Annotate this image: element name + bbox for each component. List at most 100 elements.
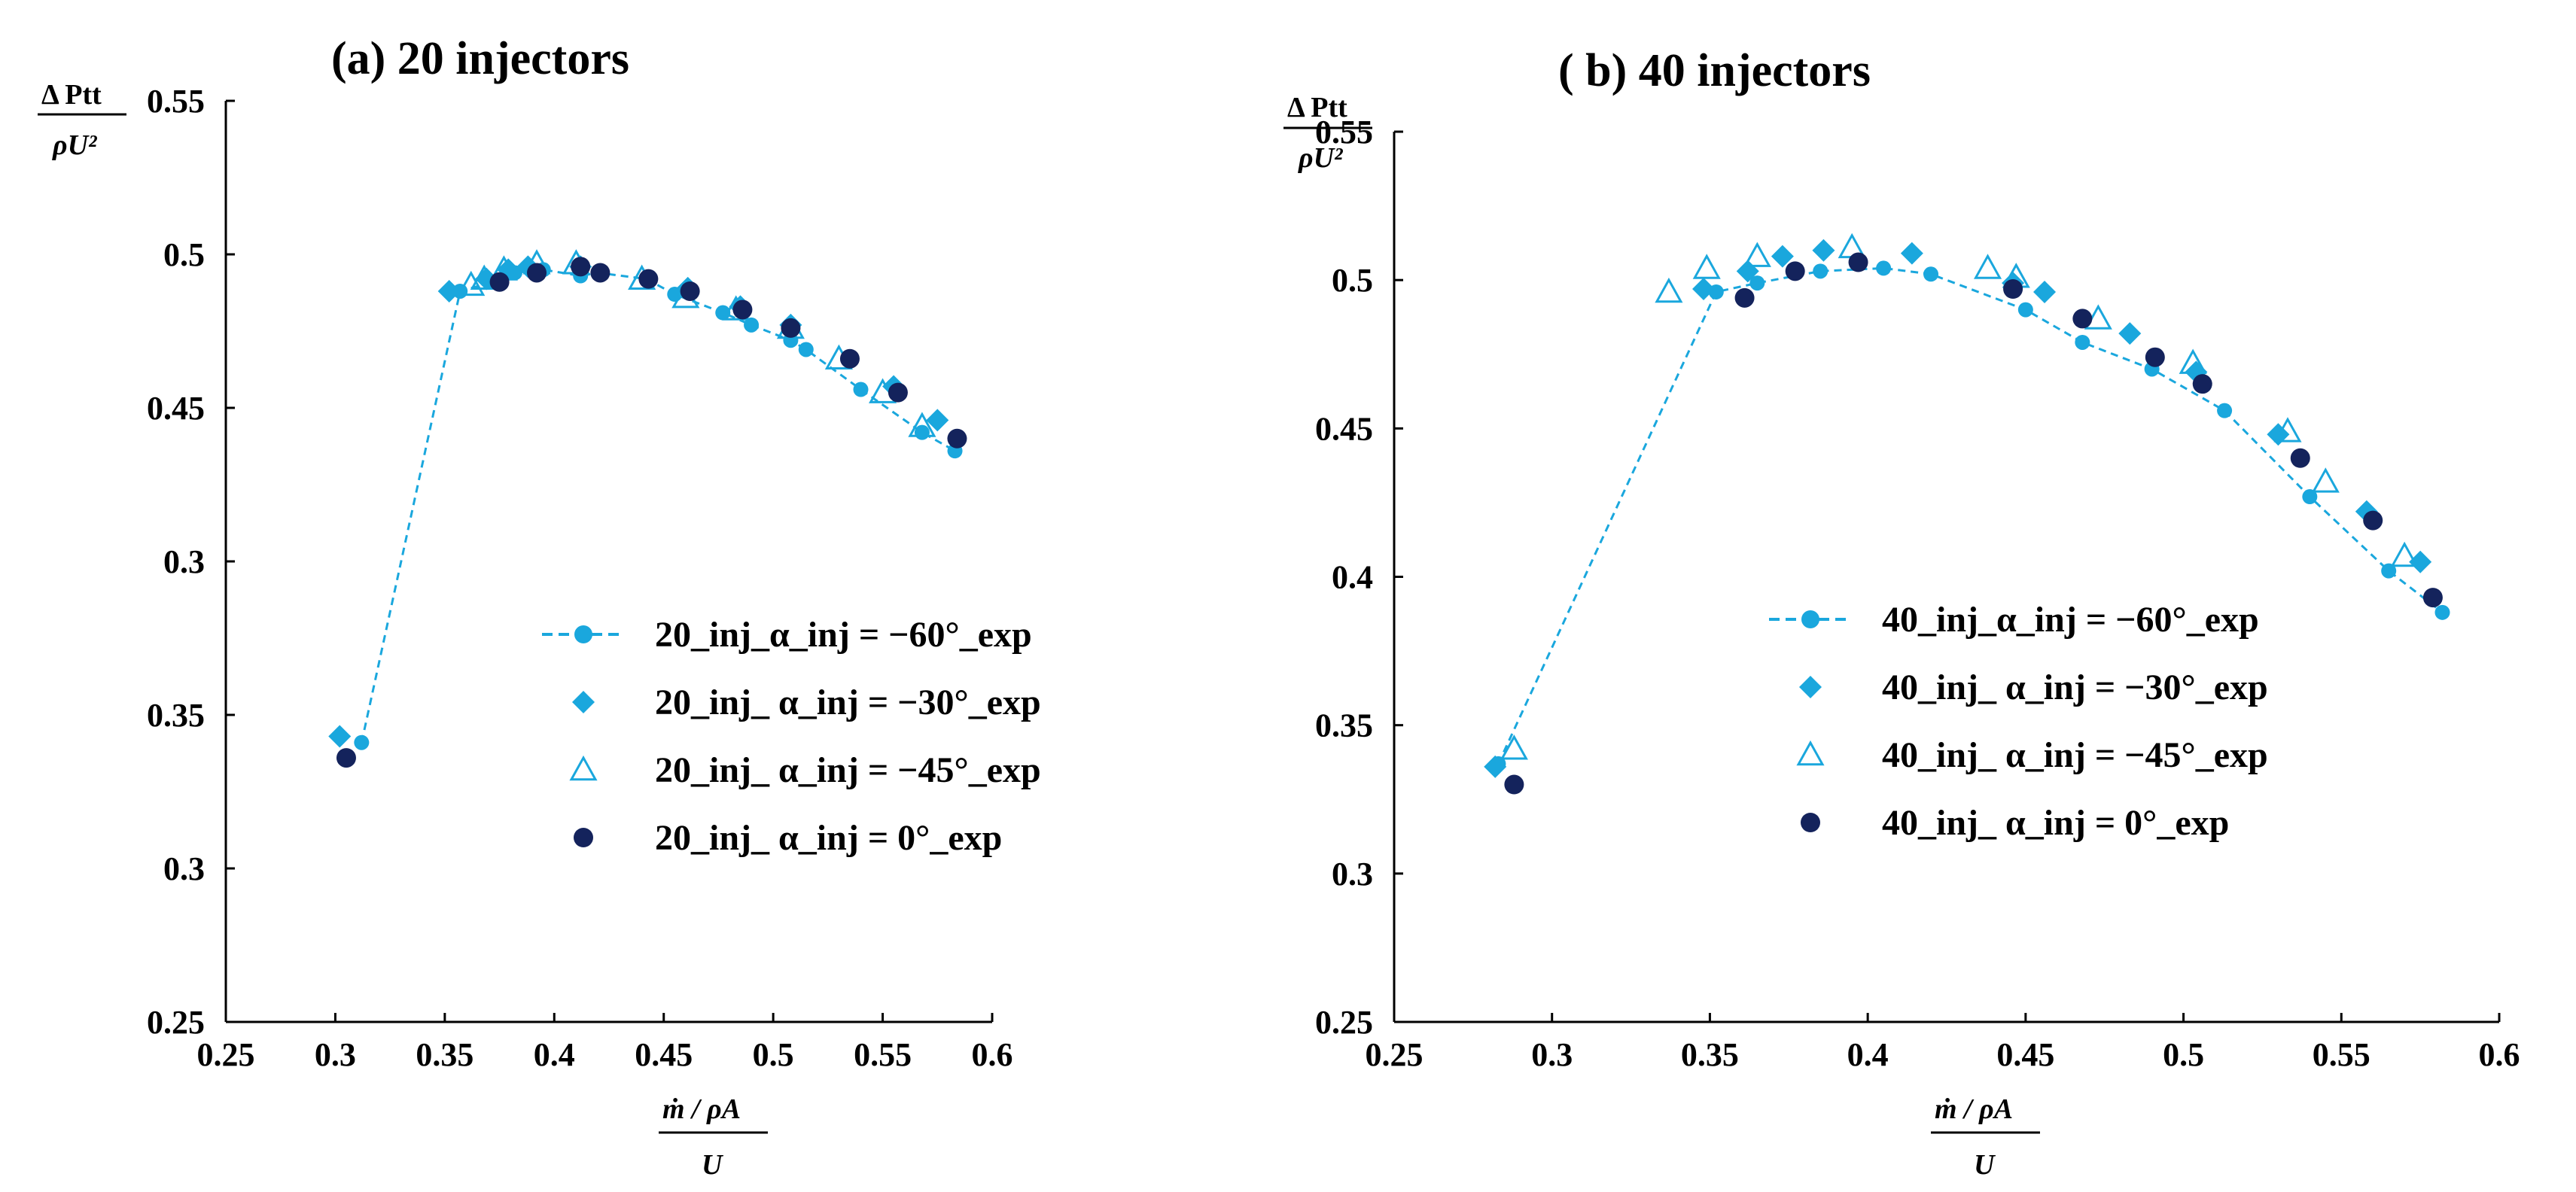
y-tick-label: 0.45 bbox=[1315, 410, 1373, 447]
data-point bbox=[1973, 254, 2002, 279]
series bbox=[1484, 239, 2432, 778]
data-point bbox=[2311, 467, 2340, 493]
y-axis-label-numerator: Δ Ptt bbox=[41, 79, 102, 111]
plot-area-b: 0.25 0.3 0.35 0.4 0.45 0.5 0.55 0.6 0.25 0.3 0.35 0… bbox=[1315, 114, 2520, 1073]
data-point bbox=[571, 257, 591, 277]
legend-marker bbox=[574, 828, 593, 847]
legend-label: 20_inj_ α_inj = 0°_exp bbox=[655, 818, 1002, 858]
series bbox=[328, 255, 949, 748]
data-point bbox=[2118, 322, 2142, 345]
y-tick-label: 0.35 bbox=[147, 697, 205, 734]
data-point bbox=[781, 318, 801, 338]
data-point bbox=[2017, 302, 2033, 318]
data-point bbox=[2302, 489, 2318, 505]
data-point bbox=[2003, 278, 2023, 299]
data-point bbox=[1692, 254, 1721, 279]
x-tick-label: 0.3 bbox=[1531, 1036, 1573, 1073]
data-point bbox=[926, 409, 949, 432]
panel-b: ( b) 40 injectors Δ Ptt ρU² ṁ / ρA U 0.2… bbox=[1283, 45, 2520, 1181]
data-point bbox=[1743, 242, 1771, 267]
data-point bbox=[2033, 280, 2057, 303]
data-point bbox=[638, 269, 659, 289]
x-axis-label-numerator: ṁ / ρA bbox=[1935, 1093, 2013, 1125]
x-tick-label: 0.55 bbox=[854, 1036, 912, 1073]
series-line bbox=[360, 268, 956, 743]
x-tick-label: 0.6 bbox=[972, 1036, 1013, 1073]
data-point bbox=[908, 412, 936, 437]
x-axis-label: ṁ / ρA U bbox=[659, 1093, 768, 1181]
legend: 20_inj_α_inj = −60°_exp 20_inj_ α_inj = −… bbox=[542, 615, 1041, 858]
legend-marker bbox=[1801, 813, 1820, 832]
data-point bbox=[457, 270, 486, 296]
x-axis-label: ṁ / ρA U bbox=[1931, 1093, 2040, 1181]
chart-title: ( b) 40 injectors bbox=[1558, 45, 1871, 96]
x-tick-label: 0.4 bbox=[534, 1036, 575, 1073]
x-tick-label: 0.5 bbox=[753, 1036, 794, 1073]
data-point bbox=[2422, 588, 2443, 608]
legend-marker bbox=[1801, 610, 1819, 628]
x-tick-label: 0.45 bbox=[1996, 1036, 2054, 1073]
series bbox=[1500, 233, 2419, 760]
y-tick-label: 0.3 bbox=[163, 543, 205, 580]
data-point bbox=[1771, 245, 1794, 268]
data-point bbox=[2179, 348, 2207, 374]
data-point bbox=[744, 317, 760, 333]
y-axis-label-denominator: ρU² bbox=[1298, 142, 1344, 174]
data-point bbox=[1504, 774, 1524, 795]
y-axis-label: Δ Ptt ρU² bbox=[1283, 92, 1372, 174]
data-point bbox=[437, 279, 461, 303]
legend-label: 20_inj_ α_inj = −45°_exp bbox=[655, 750, 1041, 790]
data-point bbox=[1812, 239, 1835, 262]
data-point bbox=[2192, 374, 2212, 394]
data-point bbox=[839, 348, 860, 369]
data-point bbox=[1692, 277, 1716, 300]
y-tick-label: 0.3 bbox=[163, 850, 205, 887]
panel-a: (a) 20 injectors Δ Ptt ρU² ṁ / ρA U 0.25… bbox=[38, 33, 1041, 1181]
legend: 40_inj_α_inj = −60°_exp 40_inj_ α_inj = −… bbox=[1769, 600, 2268, 843]
data-point bbox=[2273, 417, 2302, 442]
data-point bbox=[914, 424, 930, 440]
data-point bbox=[1923, 266, 1939, 282]
data-point bbox=[470, 264, 498, 290]
legend-label: 20_inj_α_inj = −60°_exp bbox=[655, 615, 1032, 655]
y-tick-label: 0.4 bbox=[1332, 559, 1373, 596]
data-point bbox=[947, 428, 967, 449]
data-point bbox=[2381, 563, 2397, 579]
data-point bbox=[1876, 260, 1892, 276]
series bbox=[336, 257, 967, 768]
data-point bbox=[1655, 277, 1683, 303]
data-point bbox=[2290, 448, 2310, 468]
x-tick-label: 0.25 bbox=[197, 1036, 255, 1073]
data-point bbox=[888, 382, 908, 403]
series bbox=[354, 262, 963, 750]
series bbox=[1504, 252, 2443, 795]
data-point bbox=[1749, 275, 1765, 291]
y-tick-label: 0.55 bbox=[147, 83, 205, 120]
legend-label: 40_inj_α_inj = −60°_exp bbox=[1882, 600, 2259, 640]
legend-label: 40_inj_ α_inj = −45°_exp bbox=[1882, 735, 2268, 775]
data-point bbox=[1900, 242, 1923, 265]
data-point bbox=[2145, 347, 2165, 367]
data-point bbox=[2084, 304, 2112, 330]
y-axis-label-denominator: ρU² bbox=[52, 129, 98, 161]
y-tick-label: 0.25 bbox=[1315, 1004, 1373, 1041]
legend-marker bbox=[1799, 676, 1822, 698]
x-tick-label: 0.4 bbox=[1847, 1036, 1889, 1073]
data-point bbox=[1848, 252, 1868, 272]
legend-marker bbox=[569, 755, 598, 781]
y-axis-label-numerator: Δ Ptt bbox=[1287, 92, 1347, 123]
data-point bbox=[354, 734, 370, 750]
legend-label: 40_inj_ α_inj = 0°_exp bbox=[1882, 803, 2229, 843]
data-point bbox=[680, 281, 700, 301]
data-point bbox=[1500, 734, 1528, 760]
data-point bbox=[1813, 263, 1828, 279]
data-point bbox=[2217, 403, 2233, 418]
data-point bbox=[853, 382, 869, 397]
data-point bbox=[2363, 510, 2383, 531]
data-point bbox=[336, 748, 356, 768]
legend-label: 40_inj_ α_inj = −30°_exp bbox=[1882, 667, 2268, 707]
y-tick-label: 0.5 bbox=[1332, 262, 1373, 299]
y-axis-label: Δ Ptt ρU² bbox=[38, 79, 126, 161]
x-axis-label-numerator: ṁ / ρA bbox=[662, 1093, 741, 1125]
